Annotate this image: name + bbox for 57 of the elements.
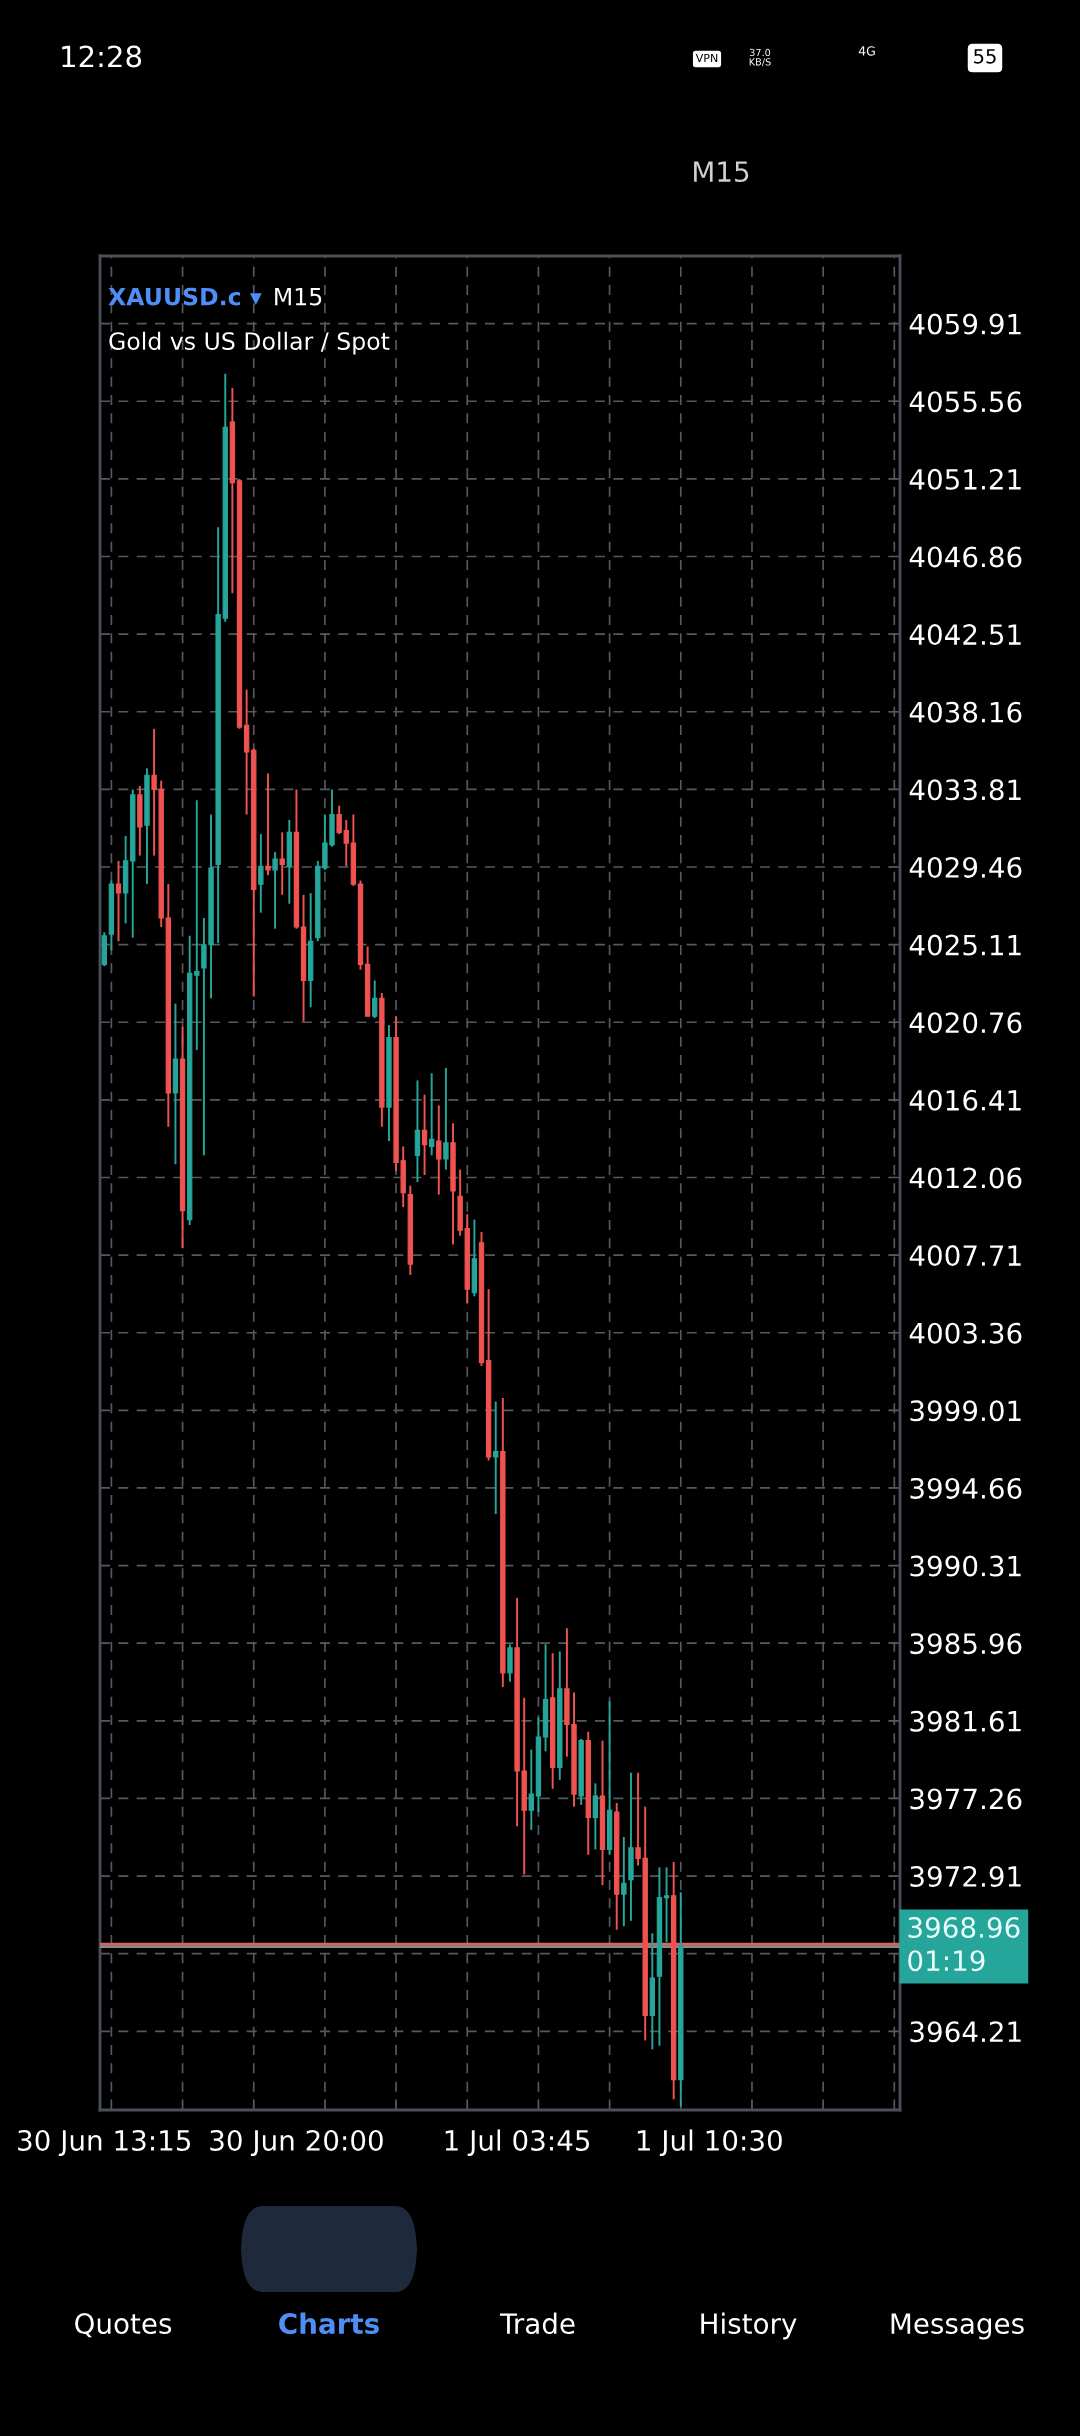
x-tick-label: 30 Jun 13:15 <box>18 2129 191 2157</box>
x-tick-label: 1 Jul 03:45 <box>445 2129 590 2157</box>
y-tick-label: 4046.86 <box>909 546 1022 568</box>
candlestick <box>272 851 278 930</box>
x-tick-label: 1 Jul 10:30 <box>637 2129 782 2157</box>
y-tick-label: 3985.96 <box>910 1633 1022 1655</box>
text: XAUUSD.c ▾ <box>108 287 262 306</box>
candlestick <box>621 1836 627 1928</box>
text: 4G <box>858 46 875 56</box>
y-tick-label: 4020.76 <box>909 1012 1022 1034</box>
y-tick-label: 3994.66 <box>910 1477 1022 1499</box>
candlestick <box>493 1400 499 1515</box>
candlestick <box>115 859 122 943</box>
text: VPN <box>695 53 718 63</box>
candlestick <box>372 979 378 1019</box>
y-tick-label: 4042.51 <box>909 624 1021 646</box>
y-tick-label: 3981.61 <box>910 1710 1021 1732</box>
y-tick-label: 4059.91 <box>909 313 1021 335</box>
text: History <box>701 2312 797 2340</box>
y-tick-label: 4012.06 <box>909 1167 1022 1189</box>
y-tick-label: 4055.56 <box>909 391 1022 413</box>
x-tick-label: 30 Jun 20:00 <box>210 2129 383 2157</box>
candlestick <box>279 831 285 896</box>
y-tick-label: 3972.91 <box>910 1866 1021 1888</box>
y-tick-label: 3990.31 <box>910 1555 1021 1577</box>
text: 12:28 <box>62 45 142 68</box>
y-tick-label: 4038.16 <box>909 701 1022 723</box>
y-tick-label: 3999.01 <box>910 1400 1021 1422</box>
candlestick <box>436 1104 442 1196</box>
text: Quotes <box>75 2313 172 2338</box>
candlestick <box>592 1782 599 1851</box>
candlestick <box>265 772 271 877</box>
y-tick-label: 4007.71 <box>909 1245 1021 1267</box>
candlestick <box>443 1066 449 1171</box>
y-tick-label: 4003.36 <box>909 1322 1022 1344</box>
candlestick <box>428 1072 435 1157</box>
text: Trade <box>499 2312 575 2335</box>
y-tick-label: 4025.11 <box>909 934 1021 956</box>
text: M15 <box>694 161 749 183</box>
text: 37.0 KB/S <box>749 48 771 67</box>
y-tick-label: 3977.26 <box>910 1788 1022 1810</box>
candlestick <box>663 1866 670 1944</box>
candlestick <box>258 833 264 914</box>
candlestick <box>194 799 200 1052</box>
text: Gold vs US Dollar / Spot <box>109 331 390 355</box>
y-tick-label: 4033.81 <box>909 779 1021 801</box>
y-tick-label: 3964.21 <box>910 2021 1021 2043</box>
candlestick <box>421 1093 428 1176</box>
text: Charts <box>279 2312 379 2335</box>
y-tick-label: 4029.46 <box>909 856 1022 878</box>
y-tick-label: 4016.41 <box>909 1089 1021 1111</box>
ref-line-label: 3968.96 01:19 <box>908 1916 1020 1972</box>
annotation: M15 <box>275 287 322 306</box>
text: Messages <box>891 2313 1024 2340</box>
y-tick-label: 4051.21 <box>909 468 1021 490</box>
text: 55 <box>974 49 996 64</box>
candlestick <box>528 1748 535 1831</box>
